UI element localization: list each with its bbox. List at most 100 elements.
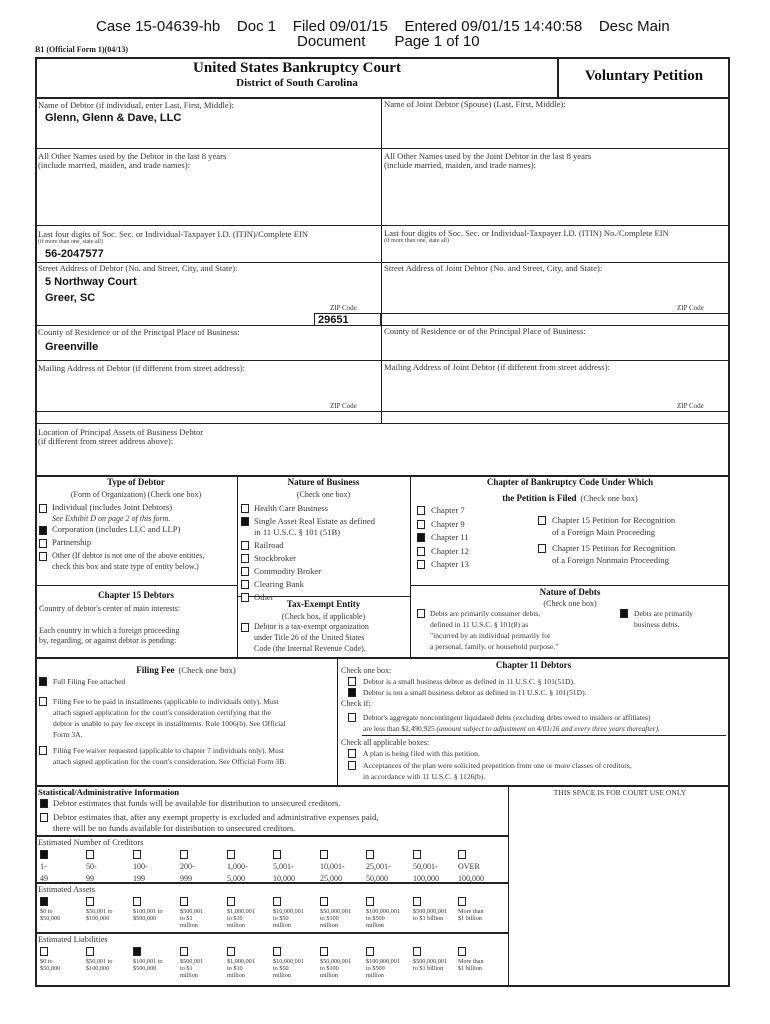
chapter-label: Chapter 13 (431, 559, 469, 569)
statistical-title: Statistical/Administrative Information (38, 787, 180, 797)
estimate-option-checkbox[interactable] (413, 947, 421, 956)
street-line1-field[interactable]: 5 Northway Court (45, 276, 137, 288)
not-small-business-checkbox[interactable] (348, 688, 356, 697)
business-type-checkbox[interactable] (241, 593, 249, 602)
other-entity-label: Other (If debtor is not one of the above… (52, 551, 205, 560)
corporation-checkbox[interactable] (39, 526, 47, 535)
chapter-checkbox[interactable] (417, 546, 425, 556)
estimate-option-checkbox[interactable] (366, 850, 374, 859)
chapter-checkbox[interactable] (417, 519, 425, 529)
estimate-option-checkbox[interactable] (273, 947, 281, 956)
estimate-option-label: $500,001 (180, 908, 204, 915)
fee-waiver-checkbox[interactable] (39, 746, 47, 755)
estimate-option-checkbox[interactable] (180, 897, 188, 906)
chapter-checkbox[interactable] (417, 533, 425, 542)
estimate-option-checkbox[interactable] (133, 947, 141, 956)
aggregate-debts-label: Debtor's aggregate noncontingent liquida… (363, 713, 651, 722)
estimate-option-label: 10,000 (273, 874, 295, 883)
joint-mailing-label: Mailing Address of Joint Debtor (if diff… (384, 362, 610, 372)
estimate-option-label: million (273, 922, 291, 929)
estimate-option-checkbox[interactable] (413, 897, 421, 906)
debtor-name-label: Name of Debtor (if individual, enter Las… (38, 100, 234, 110)
consumer-debts-label-4: a personal, family, or household purpose… (430, 642, 559, 651)
plan-filed-checkbox[interactable] (348, 749, 356, 758)
business-type-checkbox[interactable] (241, 541, 249, 550)
estimate-option-checkbox[interactable] (180, 947, 188, 956)
estimate-option-checkbox[interactable] (40, 850, 48, 859)
other-names-label: All Other Names used by the Debtor in th… (38, 151, 227, 161)
estimate-option-checkbox[interactable] (227, 897, 235, 906)
divider (381, 313, 730, 314)
estimate-option-checkbox[interactable] (273, 850, 281, 859)
business-type-checkbox[interactable] (241, 580, 249, 589)
estimate-option-checkbox[interactable] (413, 850, 421, 859)
county-field[interactable]: Greenville (45, 341, 99, 353)
installments-checkbox[interactable] (39, 697, 47, 706)
corporation-label: Corporation (includes LLC and LLP) (52, 524, 181, 534)
zip-field[interactable]: 29651 (318, 314, 349, 326)
estimate-option-checkbox[interactable] (458, 947, 466, 956)
estimate-option-checkbox[interactable] (227, 947, 235, 956)
no-funds-checkbox[interactable] (40, 813, 48, 822)
chapter15-main-label-2: of a Foreign Main Proceeding (552, 527, 656, 537)
divider (237, 596, 410, 597)
chapter-checkbox[interactable] (417, 506, 425, 515)
funds-available-checkbox[interactable] (40, 799, 48, 808)
estimate-option-checkbox[interactable] (366, 897, 374, 906)
aggregate-debts-checkbox[interactable] (348, 713, 356, 722)
estimate-option-label: million (227, 922, 245, 929)
chapter15-main-checkbox[interactable] (538, 516, 546, 525)
estimate-option-checkbox[interactable] (86, 947, 94, 956)
other-entity-checkbox[interactable] (39, 552, 47, 561)
estimate-option-label: $1,000,001 (227, 958, 255, 965)
business-type-checkbox[interactable] (241, 517, 249, 526)
business-type-label: Other (254, 592, 274, 602)
estimate-option-label: to $100 (320, 965, 339, 972)
estimate-option-checkbox[interactable] (458, 897, 466, 906)
estimate-option-checkbox[interactable] (273, 897, 281, 906)
estimate-option-checkbox[interactable] (320, 897, 328, 906)
estimate-option-checkbox[interactable] (133, 897, 141, 906)
partnership-checkbox[interactable] (39, 539, 47, 548)
street-line2-field[interactable]: Greer, SC (45, 292, 96, 304)
estimate-option-checkbox[interactable] (180, 850, 188, 859)
chapter-checkbox[interactable] (417, 560, 425, 569)
estimate-option-checkbox[interactable] (40, 947, 48, 956)
estimate-option-label: $100,001 to (133, 958, 163, 965)
business-type-checkbox[interactable] (241, 567, 249, 576)
chapter-label: Chapter 9 (431, 518, 465, 529)
nature-of-debts-sub: (Check one box) (543, 599, 597, 608)
estimate-title: Estimated Assets (38, 885, 95, 894)
consumer-debts-label-3: "incurred by an individual primarily for (430, 631, 551, 640)
country-label: Country of debtor's center of main inter… (39, 604, 180, 613)
estimate-option-checkbox[interactable] (458, 850, 466, 859)
small-business-checkbox[interactable] (348, 677, 356, 686)
estimate-option-checkbox[interactable] (320, 850, 328, 859)
tax-exempt-checkbox[interactable] (241, 623, 249, 632)
estimate-option-checkbox[interactable] (227, 850, 235, 859)
chapter15-nonmain-checkbox[interactable] (538, 544, 546, 553)
estimate-option-checkbox[interactable] (86, 850, 94, 859)
estimate-option-checkbox[interactable] (366, 947, 374, 956)
not-small-business-label: Debtor is not a small business debtor as… (363, 688, 587, 697)
business-type-checkbox[interactable] (241, 554, 249, 563)
estimate-option-label: million (273, 972, 291, 979)
business-debts-checkbox[interactable] (620, 609, 628, 618)
business-type-checkbox[interactable] (241, 504, 249, 513)
individual-checkbox[interactable] (39, 504, 47, 513)
estimate-option-label: $500,001 (180, 958, 204, 965)
consumer-debts-checkbox[interactable] (417, 609, 425, 618)
full-fee-checkbox[interactable] (39, 677, 47, 686)
divider (337, 657, 338, 785)
chapter15-nonmain-label-2: of a Foreign Nonmain Proceeding (552, 555, 669, 565)
estimate-option-checkbox[interactable] (133, 850, 141, 859)
acceptances-checkbox[interactable] (348, 761, 356, 770)
debtor-name-field[interactable]: Glenn, Glenn & Dave, LLC (45, 112, 182, 124)
tax-exempt-label-3: Code (the Internal Revenue Code). (254, 644, 366, 653)
estimate-option-checkbox[interactable] (86, 897, 94, 906)
estimate-option-checkbox[interactable] (40, 897, 48, 906)
ein-field[interactable]: 56-2047577 (45, 248, 104, 260)
estimate-option-checkbox[interactable] (320, 947, 328, 956)
estimate-option-label: 100- (133, 862, 148, 871)
court-use-label: THIS SPACE IS FOR COURT USE ONLY (553, 788, 687, 797)
